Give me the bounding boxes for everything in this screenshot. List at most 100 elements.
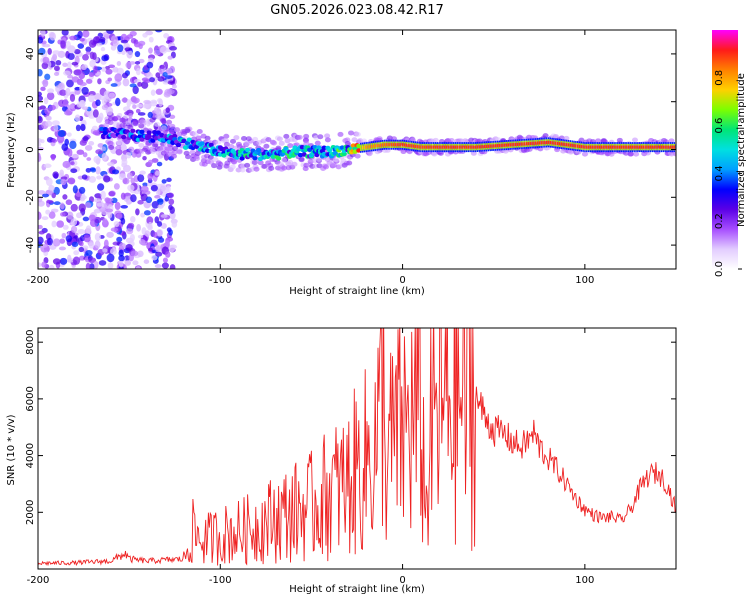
heatmap-cell <box>78 186 86 194</box>
heatmap-cell <box>41 62 49 70</box>
heatmap-cell <box>55 85 61 93</box>
heatmap-cell <box>82 152 88 158</box>
heatmap-cell <box>160 214 168 218</box>
heatmap-cell <box>586 145 588 149</box>
heatmap-cell <box>147 173 153 181</box>
heatmap-cell <box>245 136 252 142</box>
heatmap-cell <box>616 137 623 143</box>
heatmap-cell <box>169 123 176 129</box>
heatmap-cell <box>88 242 95 249</box>
heatmap-cell <box>314 152 320 158</box>
heatmap-cell <box>151 158 159 163</box>
heatmap-cell <box>108 145 115 151</box>
heatmap-cell <box>52 171 59 179</box>
heatmap-cell <box>58 246 67 251</box>
heatmap-cell <box>115 115 122 121</box>
heatmap-cell <box>520 142 522 146</box>
heatmap-cell <box>88 257 97 264</box>
heatmap-cell <box>139 119 146 125</box>
heatmap-cell <box>387 143 389 147</box>
heatmap-cell <box>287 159 294 165</box>
heatmap-cell <box>144 230 151 237</box>
heatmap-cell <box>76 149 85 155</box>
heatmap-cell <box>252 155 258 161</box>
heatmap-cell <box>423 151 430 157</box>
heatmap-cell <box>157 204 164 209</box>
heatmap-cell <box>199 141 205 146</box>
heatmap-cell <box>176 149 183 155</box>
heatmap-cell <box>38 224 43 230</box>
heatmap-cell <box>89 51 95 60</box>
heatmap-cell <box>130 215 136 223</box>
heatmap-cell <box>163 33 170 39</box>
heatmap-cell <box>511 143 513 147</box>
heatmap-cell <box>52 258 61 265</box>
heatmap-cell <box>196 129 203 135</box>
heatmap-cell <box>142 32 148 38</box>
heatmap-cell <box>595 138 602 144</box>
heatmap-cell <box>101 55 109 62</box>
heatmap-cell <box>121 72 129 79</box>
heatmap-cell <box>154 264 162 269</box>
heatmap-cell <box>38 106 43 111</box>
heatmap-cell <box>38 95 44 102</box>
heatmap-cell <box>157 198 164 205</box>
heatmap-cell <box>554 147 561 153</box>
y-tick-label: 4000 <box>25 443 36 468</box>
heatmap-cell <box>662 145 665 149</box>
heatmap-cell <box>240 135 247 141</box>
heatmap-cell <box>215 139 222 145</box>
heatmap-cell <box>542 141 544 145</box>
heatmap-cell <box>38 190 46 195</box>
heatmap-cell <box>423 145 426 149</box>
heatmap-cell <box>370 144 373 148</box>
heatmap-cell <box>46 92 55 101</box>
heatmap-cell <box>77 30 83 39</box>
heatmap-cell <box>105 68 113 75</box>
heatmap-cell <box>76 212 83 219</box>
heatmap-cell <box>67 74 74 79</box>
heatmap-cell <box>85 262 91 269</box>
heatmap-cell <box>154 216 160 224</box>
heatmap-cell <box>103 239 109 248</box>
heatmap-cell <box>135 208 140 216</box>
heatmap-cell <box>507 143 510 147</box>
heatmap-cell <box>447 145 449 149</box>
heatmap-cell <box>71 241 79 247</box>
heatmap-cell <box>122 177 130 185</box>
heatmap-cell <box>582 145 584 149</box>
heatmap-cell <box>48 264 55 269</box>
heatmap-cell <box>193 155 200 161</box>
heatmap-cell <box>82 106 89 111</box>
heatmap-cell <box>529 141 531 146</box>
heatmap-cell <box>81 86 89 95</box>
heatmap-cell <box>169 264 176 269</box>
heatmap-cell <box>522 142 524 146</box>
heatmap-cell <box>431 145 433 149</box>
heatmap-cell <box>317 134 324 140</box>
heatmap-cell <box>172 133 178 139</box>
heatmap-cell <box>168 198 175 205</box>
heatmap-cell <box>324 133 331 139</box>
heatmap-cell <box>146 130 152 135</box>
heatmap-cell <box>469 145 471 149</box>
heatmap-cell <box>593 145 595 149</box>
heatmap-cell <box>45 115 52 121</box>
heatmap-cell <box>115 97 121 107</box>
heatmap-cell <box>299 145 305 150</box>
heatmap-cell <box>181 138 187 144</box>
heatmap-cell <box>175 142 181 148</box>
heatmap-cell <box>498 143 500 148</box>
heatmap-cell <box>94 240 101 249</box>
heatmap-cell <box>484 144 486 149</box>
heatmap-cell <box>314 140 321 146</box>
heatmap-cell <box>41 216 49 221</box>
heatmap-cell <box>106 253 115 263</box>
heatmap-cell <box>547 140 550 144</box>
heatmap-cell <box>142 155 147 161</box>
heatmap-cell <box>82 216 90 222</box>
heatmap-cell <box>538 141 541 145</box>
heatmap-cell <box>576 144 579 148</box>
heatmap-cell <box>527 142 530 146</box>
heatmap-cell <box>127 124 134 130</box>
